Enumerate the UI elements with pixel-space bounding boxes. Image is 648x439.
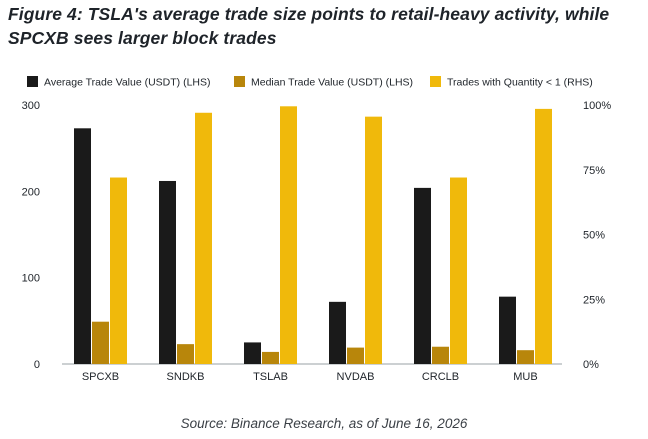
legend-swatch xyxy=(430,76,441,87)
legend-label: Median Trade Value (USDT) (LHS) xyxy=(251,77,413,89)
chart-title: Figure 4: TSLA's average trade size poin… xyxy=(8,4,610,48)
bar-median xyxy=(432,346,449,364)
bar-median xyxy=(517,350,534,364)
right-tick-label: 25% xyxy=(583,294,605,306)
bar-avg xyxy=(499,296,516,364)
bars xyxy=(74,106,552,365)
right-tick-label: 75% xyxy=(583,165,605,177)
bar-avg xyxy=(329,301,346,364)
left-tick-label: 300 xyxy=(22,100,40,112)
bar-trades xyxy=(535,108,552,364)
category-label: MUB xyxy=(513,371,537,383)
bar-trades xyxy=(365,116,382,364)
bar-avg xyxy=(414,187,431,364)
category-labels: SPCXB SNDKB TSLAB NVDAB CRCLB MUB xyxy=(82,371,538,383)
right-tick-label: 100% xyxy=(583,100,611,112)
bar-avg xyxy=(74,128,91,364)
bar-median xyxy=(347,347,364,364)
legend-swatch xyxy=(27,76,38,87)
axes: 0 100 200 300 0% 25% 50% 75% 100% xyxy=(22,100,612,371)
bar-avg xyxy=(159,180,176,364)
category-label: CRCLB xyxy=(422,371,459,383)
category-label: SNDKB xyxy=(167,371,205,383)
bar-trades xyxy=(280,106,297,365)
legend-label: Average Trade Value (USDT) (LHS) xyxy=(44,77,211,89)
source-note: Source: Binance Research, as of June 16,… xyxy=(180,416,468,431)
category-label: TSLAB xyxy=(253,371,288,383)
legend-label: Trades with Quantity < 1 (RHS) xyxy=(447,77,593,89)
bar-median xyxy=(92,321,109,364)
category-label: SPCXB xyxy=(82,371,119,383)
bar-trades xyxy=(195,112,212,365)
category-label: NVDAB xyxy=(337,371,375,383)
bar-median xyxy=(262,351,279,364)
legend-swatch xyxy=(234,76,245,87)
right-tick-label: 0% xyxy=(583,359,599,371)
bar-trades xyxy=(450,177,467,364)
left-tick-label: 200 xyxy=(22,186,40,198)
bar-median xyxy=(177,344,194,364)
right-tick-label: 50% xyxy=(583,230,605,242)
bar-trades xyxy=(110,177,127,364)
left-tick-label: 100 xyxy=(22,273,40,285)
bar-avg xyxy=(244,342,261,364)
left-tick-label: 0 xyxy=(34,359,40,371)
legend: Average Trade Value (USDT) (LHS) Median T… xyxy=(27,76,593,89)
